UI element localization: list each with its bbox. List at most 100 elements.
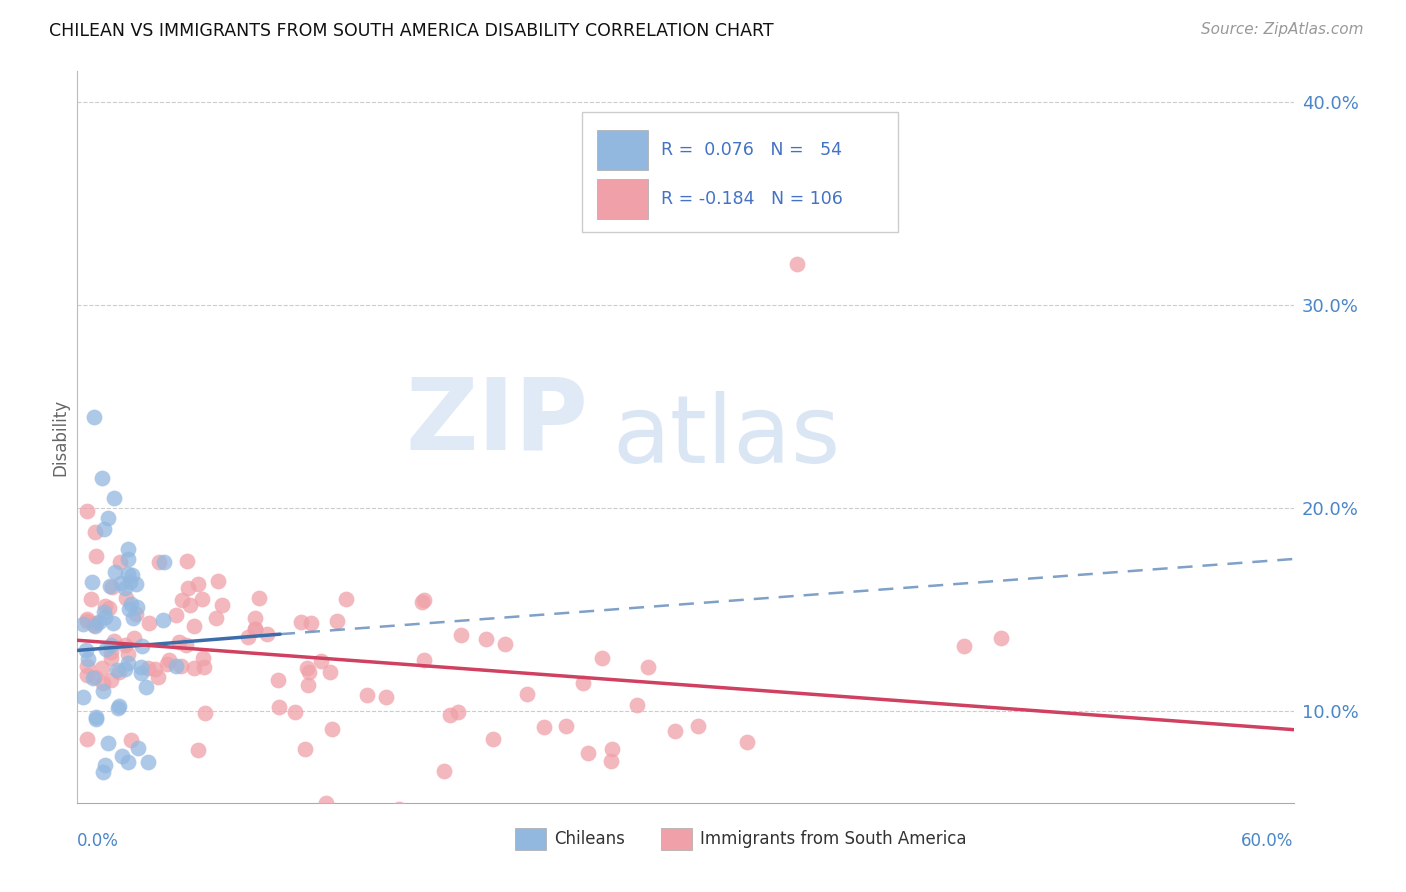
Text: R = -0.184   N = 106: R = -0.184 N = 106 bbox=[661, 190, 844, 209]
Point bbox=[267, 673, 290, 688]
Point bbox=[131, 639, 153, 653]
Point bbox=[433, 764, 456, 779]
Point bbox=[129, 659, 152, 673]
Point bbox=[136, 755, 159, 769]
FancyBboxPatch shape bbox=[596, 179, 648, 219]
Point bbox=[118, 575, 141, 590]
Point bbox=[117, 541, 139, 556]
Point bbox=[117, 566, 139, 581]
Point bbox=[297, 678, 319, 692]
Point bbox=[97, 601, 120, 615]
Point bbox=[447, 705, 470, 719]
FancyBboxPatch shape bbox=[661, 829, 692, 850]
Point bbox=[735, 735, 758, 749]
Point bbox=[135, 680, 157, 694]
Point bbox=[309, 654, 332, 668]
Point bbox=[165, 607, 187, 622]
Point bbox=[84, 549, 107, 563]
Point bbox=[76, 659, 98, 673]
Text: Chileans: Chileans bbox=[554, 830, 624, 848]
Point bbox=[664, 723, 686, 738]
Point bbox=[84, 616, 107, 631]
Point bbox=[243, 622, 266, 636]
Point bbox=[450, 628, 472, 642]
Point bbox=[516, 687, 538, 701]
Point bbox=[97, 736, 120, 750]
Point bbox=[388, 802, 411, 816]
Point bbox=[194, 706, 217, 721]
Point bbox=[80, 591, 103, 606]
Point bbox=[100, 673, 122, 688]
Point bbox=[143, 662, 166, 676]
Point bbox=[108, 698, 131, 713]
Point bbox=[84, 619, 107, 633]
Point bbox=[76, 504, 98, 518]
Point bbox=[439, 708, 461, 723]
Point bbox=[83, 617, 105, 632]
Point bbox=[87, 615, 110, 629]
Point bbox=[114, 591, 136, 605]
Point bbox=[475, 632, 498, 646]
Point bbox=[114, 581, 136, 595]
Point bbox=[91, 765, 114, 780]
Point bbox=[167, 635, 190, 649]
Point bbox=[84, 525, 107, 540]
Point bbox=[72, 690, 94, 704]
Point bbox=[101, 581, 124, 595]
Point bbox=[86, 712, 108, 726]
Point bbox=[375, 690, 398, 704]
Point bbox=[315, 796, 337, 810]
Point bbox=[183, 619, 205, 633]
Point bbox=[165, 659, 187, 673]
Point bbox=[82, 574, 104, 589]
Point bbox=[152, 613, 174, 627]
Point bbox=[117, 552, 139, 566]
Point bbox=[83, 409, 105, 424]
Point bbox=[207, 574, 229, 588]
Point bbox=[572, 676, 595, 690]
Point bbox=[290, 615, 312, 630]
Point bbox=[191, 651, 214, 665]
Point bbox=[326, 614, 349, 628]
Point bbox=[247, 591, 270, 606]
Point bbox=[176, 581, 198, 595]
Point bbox=[94, 610, 117, 624]
Point bbox=[412, 593, 434, 607]
Point bbox=[576, 746, 599, 760]
Point bbox=[103, 634, 125, 648]
Text: CHILEAN VS IMMIGRANTS FROM SOUTH AMERICA DISABILITY CORRELATION CHART: CHILEAN VS IMMIGRANTS FROM SOUTH AMERICA… bbox=[49, 22, 773, 40]
Point bbox=[413, 653, 436, 667]
Point bbox=[103, 491, 125, 505]
Point bbox=[146, 670, 169, 684]
Point bbox=[93, 758, 115, 772]
Point bbox=[114, 662, 136, 676]
Point bbox=[637, 660, 659, 674]
Point bbox=[269, 700, 291, 714]
Point bbox=[256, 626, 278, 640]
Text: atlas: atlas bbox=[613, 391, 841, 483]
FancyBboxPatch shape bbox=[596, 130, 648, 170]
Point bbox=[591, 651, 613, 665]
Point bbox=[90, 471, 112, 485]
Point bbox=[111, 749, 134, 764]
Point bbox=[555, 719, 578, 733]
Point bbox=[90, 660, 112, 674]
Point bbox=[122, 611, 145, 625]
Point bbox=[298, 665, 321, 679]
Point bbox=[120, 597, 142, 611]
Point bbox=[100, 638, 122, 652]
Point bbox=[75, 642, 97, 657]
Point bbox=[76, 731, 98, 746]
Point bbox=[600, 754, 623, 768]
Point bbox=[110, 576, 132, 591]
Point bbox=[121, 568, 143, 582]
Point bbox=[100, 651, 122, 665]
Point bbox=[211, 598, 233, 612]
Point bbox=[170, 592, 193, 607]
Point bbox=[187, 742, 209, 756]
Point bbox=[93, 605, 115, 619]
Point bbox=[91, 683, 114, 698]
Point bbox=[127, 599, 149, 614]
Point bbox=[114, 639, 136, 653]
Point bbox=[77, 652, 100, 666]
